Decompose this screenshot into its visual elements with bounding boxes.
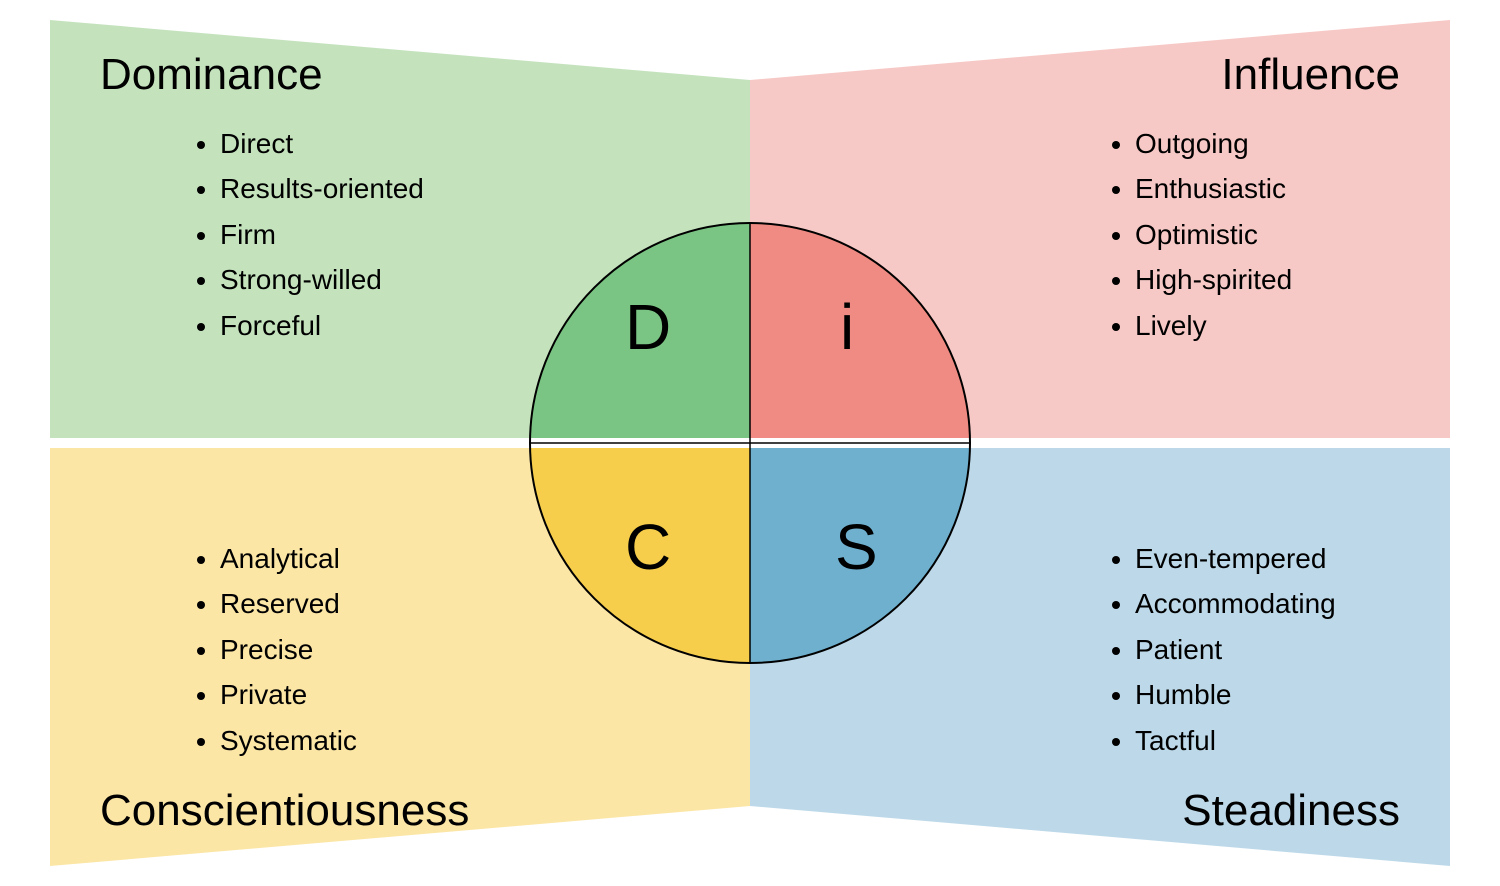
circle-letter-c: C	[625, 510, 671, 584]
traits-conscientiousness: Analytical Reserved Precise Private Syst…	[100, 537, 700, 764]
list-item: Humble	[1135, 673, 1400, 716]
list-item: Firm	[220, 213, 700, 256]
quadrant-steadiness: Even-tempered Accommodating Patient Humb…	[750, 443, 1450, 866]
quadrant-conscientiousness: Analytical Reserved Precise Private Syst…	[50, 443, 750, 866]
traits-steadiness: Even-tempered Accommodating Patient Humb…	[800, 537, 1400, 764]
traits-influence: Outgoing Enthusiastic Optimistic High-sp…	[800, 122, 1400, 347]
list-item: Even-tempered	[1135, 537, 1400, 580]
list-item: Outgoing	[1135, 122, 1400, 165]
list-item: Lively	[1135, 304, 1400, 347]
list-item: Systematic	[220, 719, 700, 762]
quadrant-influence: Influence Outgoing Enthusiastic Optimist…	[750, 20, 1450, 443]
list-item: Results-oriented	[220, 167, 700, 210]
title-dominance: Dominance	[100, 50, 700, 100]
circle-letter-i: i	[840, 290, 854, 364]
circle-letter-s: S	[835, 510, 878, 584]
list-item: Patient	[1135, 628, 1400, 671]
title-conscientiousness: Conscientiousness	[100, 786, 700, 836]
circle-letter-d: D	[625, 290, 671, 364]
list-item: Private	[220, 673, 700, 716]
list-item: Precise	[220, 628, 700, 671]
list-item: Direct	[220, 122, 700, 165]
list-item: High-spirited	[1135, 258, 1400, 301]
traits-dominance: Direct Results-oriented Firm Strong-will…	[100, 122, 700, 347]
list-item: Optimistic	[1135, 213, 1400, 256]
list-item: Reserved	[220, 582, 700, 625]
title-influence: Influence	[800, 50, 1400, 100]
disc-diagram: Dominance Direct Results-oriented Firm S…	[50, 20, 1450, 866]
list-item: Tactful	[1135, 719, 1400, 762]
title-steadiness: Steadiness	[800, 786, 1400, 836]
list-item: Accommodating	[1135, 582, 1400, 625]
list-item: Enthusiastic	[1135, 167, 1400, 210]
quadrant-dominance: Dominance Direct Results-oriented Firm S…	[50, 20, 750, 443]
